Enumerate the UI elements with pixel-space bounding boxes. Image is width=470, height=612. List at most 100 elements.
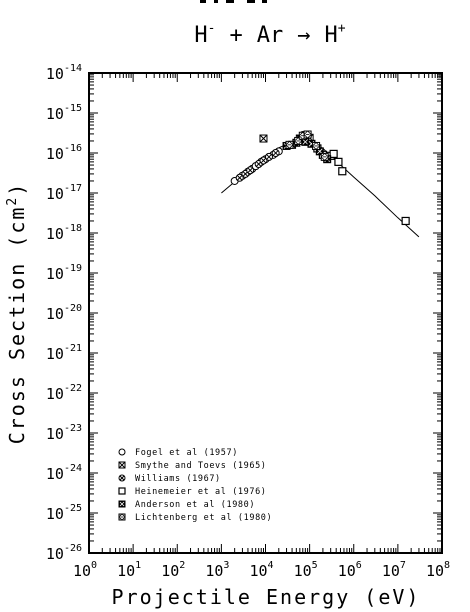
marker-cross — [259, 134, 268, 143]
title-product: H — [325, 23, 338, 48]
x-tick-label: 105 — [294, 560, 318, 580]
data-point — [329, 149, 338, 158]
x-tick-exp: 1 — [135, 560, 141, 571]
data-point — [235, 173, 244, 182]
x-tick-label: 106 — [338, 560, 362, 580]
marker-cross — [266, 154, 272, 160]
y-tick-exp: -15 — [64, 103, 82, 114]
y-tick-base: 10 — [46, 65, 64, 83]
data-point — [264, 152, 273, 161]
legend-item: Smythe and Toevs (1965) — [118, 461, 267, 471]
data-point — [312, 141, 321, 151]
title-ion: H — [194, 23, 207, 48]
x-tick-label: 100 — [73, 560, 97, 580]
marker-diamond — [294, 136, 303, 146]
data-point — [271, 149, 280, 157]
data-point — [334, 157, 343, 166]
y-tick-label: 10-23 — [46, 423, 82, 443]
marker-square — [334, 157, 343, 166]
x-tick-base: 10 — [117, 562, 135, 580]
marker-square — [329, 149, 338, 158]
y-tick-base: 10 — [46, 185, 64, 203]
y-tick-exp: -25 — [64, 503, 82, 514]
x-tick-base: 10 — [249, 562, 267, 580]
y-tick-exp: -21 — [64, 343, 82, 354]
y-tick-exp: -18 — [64, 223, 82, 234]
y-tick-base: 10 — [46, 265, 64, 283]
y-tick-label: 10-21 — [46, 343, 82, 363]
y-tick-exp: -19 — [64, 263, 82, 274]
marker-diamond — [285, 140, 294, 149]
y-tick-exp: -23 — [64, 423, 82, 434]
y-tick-base: 10 — [46, 145, 64, 163]
marker-diamond — [118, 513, 126, 521]
marker-cross — [118, 461, 126, 469]
legend-marker — [118, 474, 126, 482]
chart-title: H- + Ar → H+ — [194, 21, 345, 48]
y-tick-exp: -14 — [64, 63, 82, 74]
data-point — [338, 167, 347, 176]
y-tick-label: 10-18 — [46, 223, 82, 243]
y-axis-title-main: Cross Section (cm — [5, 206, 29, 445]
marker-diamond — [312, 141, 321, 151]
legend-item: Lichtenberg et al (1980) — [118, 513, 272, 523]
data-point — [285, 140, 294, 149]
marker-diamond — [303, 130, 312, 139]
data-point — [401, 216, 410, 226]
title-arrow: → — [297, 23, 310, 48]
series-5 — [285, 130, 329, 161]
x-tick-exp: 6 — [356, 560, 362, 571]
legend-label: Heinemeier et al (1976) — [135, 487, 267, 497]
y-tick-label: 10-20 — [46, 303, 82, 323]
axis-ticks — [88, 72, 443, 554]
x-tick-base: 10 — [294, 562, 312, 580]
x-tick-base: 10 — [73, 562, 91, 580]
y-tick-base: 10 — [46, 545, 64, 563]
data-point — [259, 134, 268, 143]
y-tick-exp: -16 — [64, 143, 82, 154]
y-tick-label: 10-24 — [46, 463, 82, 483]
x-tick-exp: 5 — [312, 560, 318, 571]
y-tick-label: 10-25 — [46, 503, 82, 523]
y-tick-exp: -22 — [64, 383, 82, 394]
y-tick-exp: -17 — [64, 183, 82, 194]
y-tick-label: 10-26 — [46, 543, 82, 563]
y-axis-title-close: ) — [5, 182, 29, 196]
x-tick-labels: 100 101 102 103 104 105 106 107 108 — [73, 560, 450, 580]
y-tick-base: 10 — [46, 345, 64, 363]
marker-cross — [119, 475, 125, 481]
data-point — [246, 166, 255, 175]
y-tick-base: 10 — [46, 105, 64, 123]
y-tick-label: 10-15 — [46, 103, 82, 123]
y-tick-exp: -24 — [64, 463, 82, 474]
title-target: Ar — [257, 23, 284, 48]
legend-label: Lichtenberg et al (1980) — [135, 513, 272, 523]
y-tick-labels: 10-1410-1510-1610-1710-1810-1910-2010-21… — [46, 63, 82, 563]
legend-label: Smythe and Toevs (1965) — [135, 461, 267, 471]
legend-item: Heinemeier et al (1976) — [118, 487, 267, 497]
legend-marker — [118, 500, 126, 508]
x-tick-exp: 2 — [179, 560, 185, 571]
y-tick-base: 10 — [46, 385, 64, 403]
y-tick-base: 10 — [46, 505, 64, 523]
x-tick-base: 10 — [426, 562, 444, 580]
marker-diamond — [320, 152, 329, 161]
legend-label: Fogel et al (1957) — [135, 448, 238, 458]
legend-item: Williams (1967) — [118, 474, 220, 484]
data-point — [259, 156, 268, 165]
y-axis-title-sup: 2 — [5, 196, 20, 206]
y-tick-label: 10-16 — [46, 143, 82, 163]
marker-square — [338, 167, 347, 176]
series-2 — [235, 149, 280, 182]
marker-circle — [118, 448, 126, 456]
x-tick-label: 103 — [205, 560, 229, 580]
title-product-charge: + — [338, 21, 346, 36]
y-tick-label: 10-22 — [46, 383, 82, 403]
y-tick-base: 10 — [46, 465, 64, 483]
x-tick-label: 108 — [426, 560, 450, 580]
x-tick-base: 10 — [382, 562, 400, 580]
x-tick-exp: 3 — [223, 560, 229, 571]
marker-cross — [247, 167, 254, 174]
x-tick-base: 10 — [205, 562, 223, 580]
x-tick-label: 107 — [382, 560, 406, 580]
